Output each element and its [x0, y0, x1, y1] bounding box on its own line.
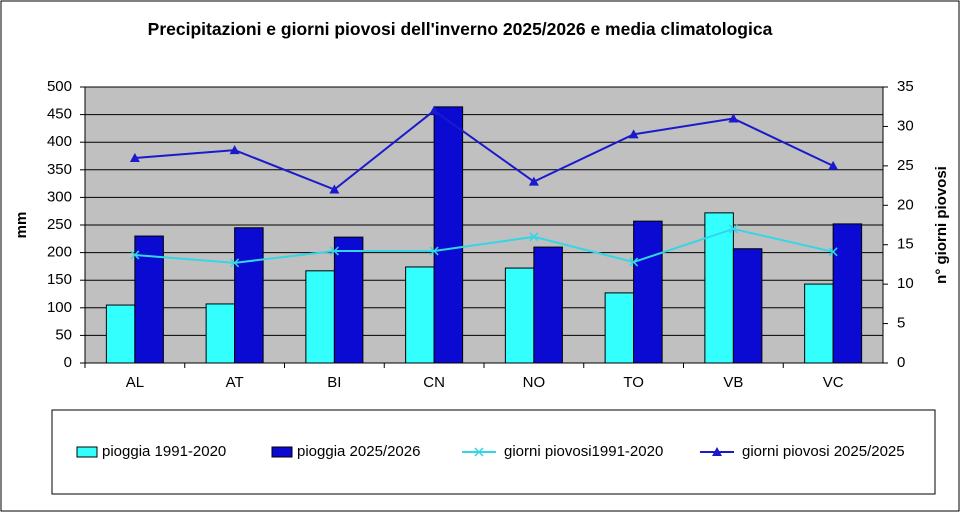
bar [533, 246, 563, 364]
y-tick-label: 200 [47, 244, 72, 261]
line-marker [429, 246, 439, 256]
y-tick-label: 150 [47, 271, 72, 288]
y2-tick-label: 5 [897, 315, 905, 332]
line-marker [828, 247, 838, 257]
y2-tick-label: 25 [897, 157, 914, 174]
y-tick-label: 400 [47, 133, 72, 150]
legend-marker [474, 447, 484, 457]
legend-swatch [271, 446, 293, 458]
bar [732, 248, 763, 364]
line-marker [230, 258, 240, 268]
x-tick-label: TO [623, 374, 644, 391]
bar [804, 283, 834, 364]
legend-label: giorni piovosi 2025/2025 [742, 443, 905, 460]
line-marker [528, 176, 539, 186]
legend-label: giorni piovosi1991-2020 [504, 443, 663, 460]
x-tick-label: BI [327, 374, 341, 391]
bar [234, 227, 264, 364]
y-tick-label: 250 [47, 216, 72, 233]
bar [704, 212, 734, 364]
y-tick-label: 500 [47, 78, 72, 95]
line-marker [628, 129, 639, 139]
line-marker [728, 224, 738, 234]
line-marker [728, 113, 739, 123]
y2-tick-label: 20 [897, 196, 914, 213]
line-marker [130, 250, 140, 260]
y-tick-label: 350 [47, 161, 72, 178]
line-marker [429, 105, 440, 115]
line [134, 109, 834, 191]
y2-tick-label: 15 [897, 236, 914, 253]
legend-marker [712, 447, 722, 456]
legend-marker [474, 447, 484, 457]
y-tick-label: 450 [47, 106, 72, 123]
line-marker [629, 257, 639, 267]
line [134, 227, 834, 264]
line-marker [329, 184, 340, 194]
bar [305, 270, 335, 364]
y-axis-label: mm [13, 212, 30, 239]
x-tick-label: VC [823, 374, 844, 391]
legend-swatch [76, 446, 98, 458]
x-tick-label: AL [126, 374, 144, 391]
x-tick-label: VB [723, 374, 743, 391]
y2-tick-label: 10 [897, 275, 914, 292]
y-tick-label: 100 [47, 299, 72, 316]
bar [604, 292, 635, 364]
line-marker [828, 160, 839, 170]
bar [134, 235, 164, 364]
y-tick-label: 300 [47, 188, 72, 205]
bar [633, 220, 663, 364]
bar [333, 236, 364, 364]
legend-marker [712, 447, 722, 456]
line-marker [129, 152, 140, 162]
y2-axis-label: n° giorni piovosi [933, 166, 950, 284]
bar [105, 304, 136, 364]
y-tick-label: 0 [64, 354, 72, 371]
line-marker [229, 145, 240, 155]
legend-label: pioggia 2025/2026 [297, 443, 420, 460]
line-marker [529, 232, 539, 242]
bar [405, 266, 435, 364]
bar [205, 303, 236, 364]
bar [832, 223, 863, 364]
line-marker [329, 246, 339, 256]
x-tick-label: AT [226, 374, 244, 391]
bar [433, 106, 464, 364]
y-tick-label: 50 [55, 326, 72, 343]
x-tick-label: CN [423, 374, 445, 391]
chart-title: Precipitazioni e giorni piovosi dell'inv… [147, 19, 773, 39]
x-tick-label: NO [523, 374, 546, 391]
legend-label: pioggia 1991-2020 [102, 443, 226, 460]
y2-tick-label: 0 [897, 354, 905, 371]
bar [504, 267, 535, 364]
y2-tick-label: 35 [897, 78, 914, 95]
y2-tick-label: 30 [897, 117, 914, 134]
